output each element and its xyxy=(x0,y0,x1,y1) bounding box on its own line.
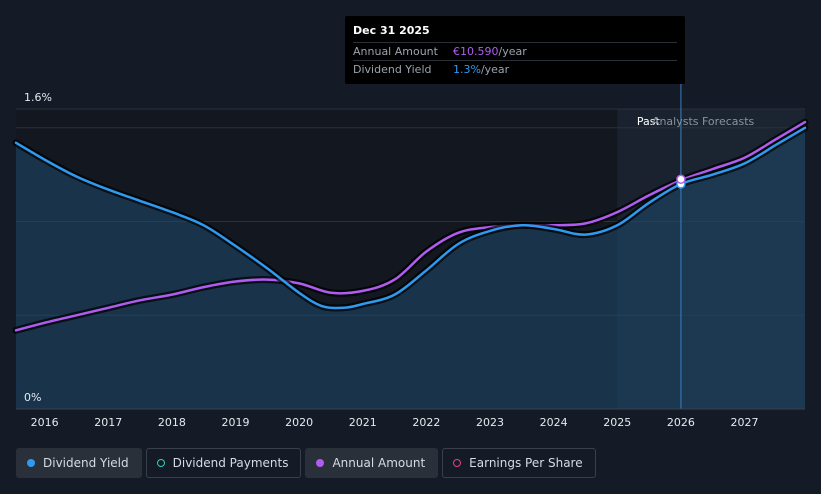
legend-dividend-payments[interactable]: Dividend Payments xyxy=(145,448,302,478)
past-region-label: Past xyxy=(637,115,661,128)
y-axis-min-label: 0% xyxy=(24,391,41,404)
legend-label: Dividend Payments xyxy=(172,456,289,470)
tooltip-label: Annual Amount xyxy=(353,45,438,58)
tooltip-row-annual-amount: Annual Amount €10.590 /year xyxy=(353,42,677,60)
tooltip-label: Dividend Yield xyxy=(353,63,432,76)
x-tick-label: 2025 xyxy=(603,416,631,429)
legend-label: Dividend Yield xyxy=(43,456,129,470)
hollow-circle-icon xyxy=(156,459,165,467)
x-tick-label: 2026 xyxy=(667,416,695,429)
legend-earnings-per-share[interactable]: Earnings Per Share xyxy=(442,448,596,478)
tooltip-date: Dec 31 2025 xyxy=(353,24,430,37)
dividend-yield-line xyxy=(14,126,807,310)
filled-circle-icon xyxy=(316,459,325,467)
x-tick-label: 2024 xyxy=(540,416,568,429)
dividend-chart: 2016 2017 2018 2019 2020 2021 2022 2023 2024 2025… xyxy=(12,16,809,429)
annual-amount-marker xyxy=(676,174,686,184)
tooltip-row-dividend-yield: Dividend Yield 1.3% /year xyxy=(353,60,677,78)
tooltip-unit: /year xyxy=(498,45,527,58)
legend-annual-amount[interactable]: Annual Amount xyxy=(305,448,439,478)
x-tick-label: 2027 xyxy=(731,416,759,429)
y-axis-max-label: 1.6% xyxy=(24,91,52,104)
tooltip-unit: /year xyxy=(480,63,510,76)
x-tick-label: 2017 xyxy=(94,416,122,429)
x-tick-label: 2021 xyxy=(349,416,377,429)
chart-tooltip: Dec 31 2025 Annual Amount €10.590 /year … xyxy=(345,16,685,84)
legend-dividend-yield[interactable]: Dividend Yield xyxy=(16,448,142,478)
filled-circle-icon xyxy=(27,459,35,467)
x-tick-label: 2016 xyxy=(31,416,59,429)
legend-label: Earnings Per Share xyxy=(469,456,583,470)
forecast-region-label: Analysts Forecasts xyxy=(652,115,755,128)
x-axis-ticks: 2016 2017 2018 2019 2020 2021 2022 2023 2024 2025… xyxy=(31,416,759,429)
x-tick-label: 2019 xyxy=(222,416,250,429)
legend-label: Annual Amount xyxy=(332,456,426,470)
hollow-circle-icon xyxy=(453,459,462,467)
x-tick-label: 2023 xyxy=(476,416,504,429)
x-tick-label: 2018 xyxy=(158,416,186,429)
tooltip-value: 1.3% xyxy=(453,63,481,76)
chart-legend: Dividend Yield Dividend Payments Annual … xyxy=(16,448,596,478)
x-tick-label: 2022 xyxy=(412,416,440,429)
dividend-yield-area xyxy=(16,127,805,410)
tooltip-value: €10.590 xyxy=(453,45,499,58)
x-tick-label: 2020 xyxy=(285,416,313,429)
